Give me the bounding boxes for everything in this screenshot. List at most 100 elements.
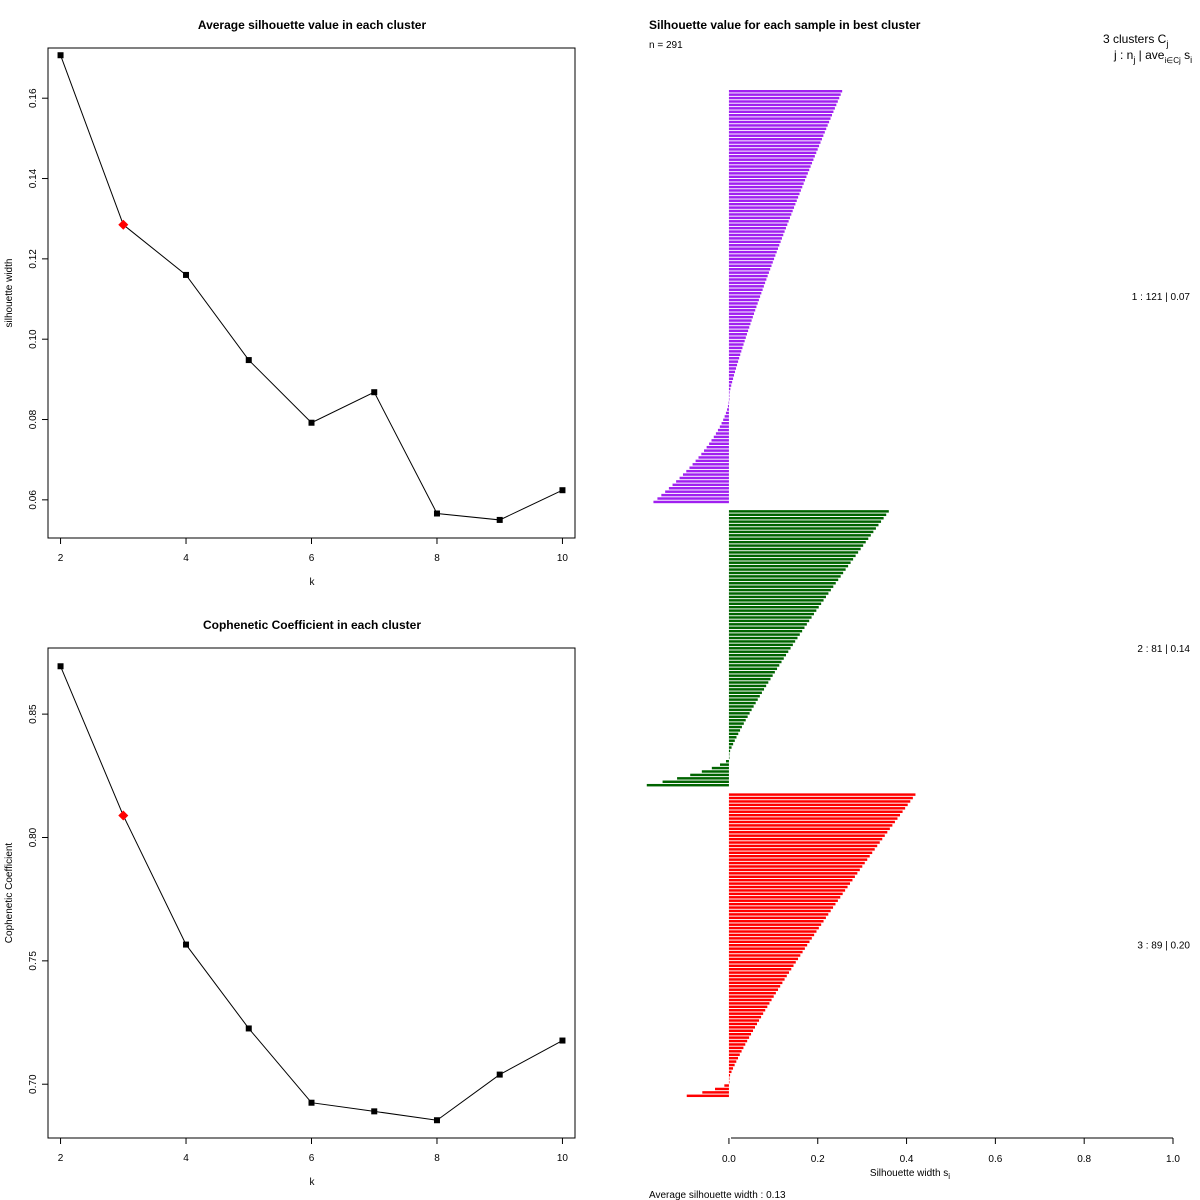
silhouette-bar: [728, 810, 903, 813]
silhouette-bar-panel: Silhouette value for each sample in best…: [646, 18, 1192, 1200]
silhouette-bar: [728, 540, 866, 544]
silhouette-bar: [728, 291, 762, 295]
silhouette-bar: [728, 568, 846, 571]
silhouette-bar: [728, 671, 775, 674]
silhouette-bar: [728, 209, 793, 213]
silhouette-bar: [727, 404, 729, 408]
data-point: [308, 419, 315, 426]
silhouette-bar: [717, 428, 729, 432]
data-point: [57, 52, 64, 59]
silhouette-bar: [728, 803, 908, 807]
silhouette-bar: [728, 155, 815, 158]
data-point: [245, 1025, 252, 1032]
panel2-series-line: [60, 666, 563, 1121]
panel2-xlabel: k: [310, 1177, 316, 1188]
silhouette-bar: [728, 527, 876, 530]
x-tick-label: 0.2: [811, 1154, 825, 1165]
silhouette-bar: [728, 609, 817, 612]
panel3-title: Silhouette value for each sample in best…: [649, 18, 921, 32]
silhouette-bar: [728, 206, 795, 209]
x-tick-label: 0.8: [1077, 1154, 1091, 1165]
silhouette-bar: [689, 466, 729, 469]
silhouette-bar: [728, 739, 735, 742]
silhouette-bar: [728, 827, 890, 831]
silhouette-bar: [728, 664, 780, 667]
silhouette-bar: [728, 947, 805, 950]
x-tick-label: 10: [557, 553, 569, 564]
silhouette-bar: [728, 401, 730, 404]
silhouette-bar: [728, 305, 757, 309]
silhouette-bar: [728, 937, 812, 940]
silhouette-bar: [728, 643, 793, 647]
silhouette-bar: [728, 718, 746, 722]
silhouette-bar: [672, 483, 729, 487]
silhouette-bar: [728, 254, 776, 257]
silhouette-bar: [728, 202, 796, 206]
silhouette-bar: [725, 760, 729, 763]
silhouette-bar: [728, 957, 799, 961]
silhouette-bar: [728, 889, 846, 892]
silhouette-bar: [728, 950, 803, 954]
silhouette-bar: [728, 923, 822, 926]
silhouette-bar: [728, 616, 812, 619]
x-tick-label: 6: [309, 553, 315, 564]
silhouette-bar: [728, 326, 750, 329]
silhouette-bar: [686, 469, 729, 473]
silhouette-bar: [728, 530, 874, 534]
silhouette-bar: [728, 575, 841, 578]
silhouette-bar: [728, 599, 824, 602]
silhouette-bar: [728, 844, 878, 848]
silhouette-bar: [728, 1067, 734, 1070]
silhouette-bar: [728, 715, 748, 718]
silhouette-bar: [728, 537, 869, 540]
silhouette-bar: [728, 793, 916, 796]
x-tick-label: 8: [434, 1153, 440, 1164]
silhouette-bar: [728, 237, 782, 240]
silhouette-bar: [728, 110, 834, 114]
silhouette-bar: [728, 380, 733, 384]
silhouette-bar: [728, 636, 798, 640]
y-tick-label: 0.14: [28, 168, 39, 188]
silhouette-bar: [646, 783, 729, 787]
silhouette-bar: [728, 315, 753, 319]
data-point: [496, 516, 503, 523]
silhouette-bar: [728, 640, 796, 643]
silhouette-bar: [728, 647, 791, 650]
cophenetic-line-panel: Cophenetic Coefficient in each cluster 2…: [4, 618, 576, 1188]
silhouette-bar: [728, 1005, 768, 1009]
silhouette-bar: [728, 523, 879, 527]
silhouette-bar: [724, 415, 729, 418]
silhouette-bar: [728, 961, 796, 964]
silhouette-bar: [728, 824, 893, 827]
silhouette-bar: [728, 848, 875, 851]
silhouette-bar: [728, 113, 832, 117]
y-tick-label: 0.06: [28, 490, 39, 510]
silhouette-bar: [728, 712, 750, 715]
silhouette-bar: [728, 127, 827, 131]
silhouette-bar: [728, 561, 851, 564]
silhouette-bar: [728, 660, 782, 664]
silhouette-bar: [728, 688, 765, 691]
silhouette-bar: [728, 1009, 766, 1012]
silhouette-bar: [728, 650, 789, 653]
silhouette-bar: [728, 271, 769, 274]
data-point: [57, 663, 64, 670]
silhouette-bar: [728, 558, 854, 561]
silhouette-bar: [728, 165, 811, 168]
silhouette-bar: [728, 916, 826, 920]
silhouette-bar: [728, 141, 821, 144]
silhouette-bar: [728, 875, 855, 878]
silhouette-bar: [728, 834, 885, 837]
silhouette-bar: [728, 120, 830, 124]
silhouette-bar: [728, 742, 734, 746]
silhouette-bar: [728, 244, 780, 247]
silhouette-bar: [728, 796, 913, 800]
silhouette-bar: [728, 725, 742, 729]
silhouette-bar: [728, 885, 848, 889]
silhouette-bar: [728, 1050, 742, 1053]
silhouette-bar: [728, 172, 808, 175]
silhouette-bar: [698, 456, 729, 459]
data-point: [371, 389, 378, 396]
silhouette-bar: [728, 865, 863, 868]
